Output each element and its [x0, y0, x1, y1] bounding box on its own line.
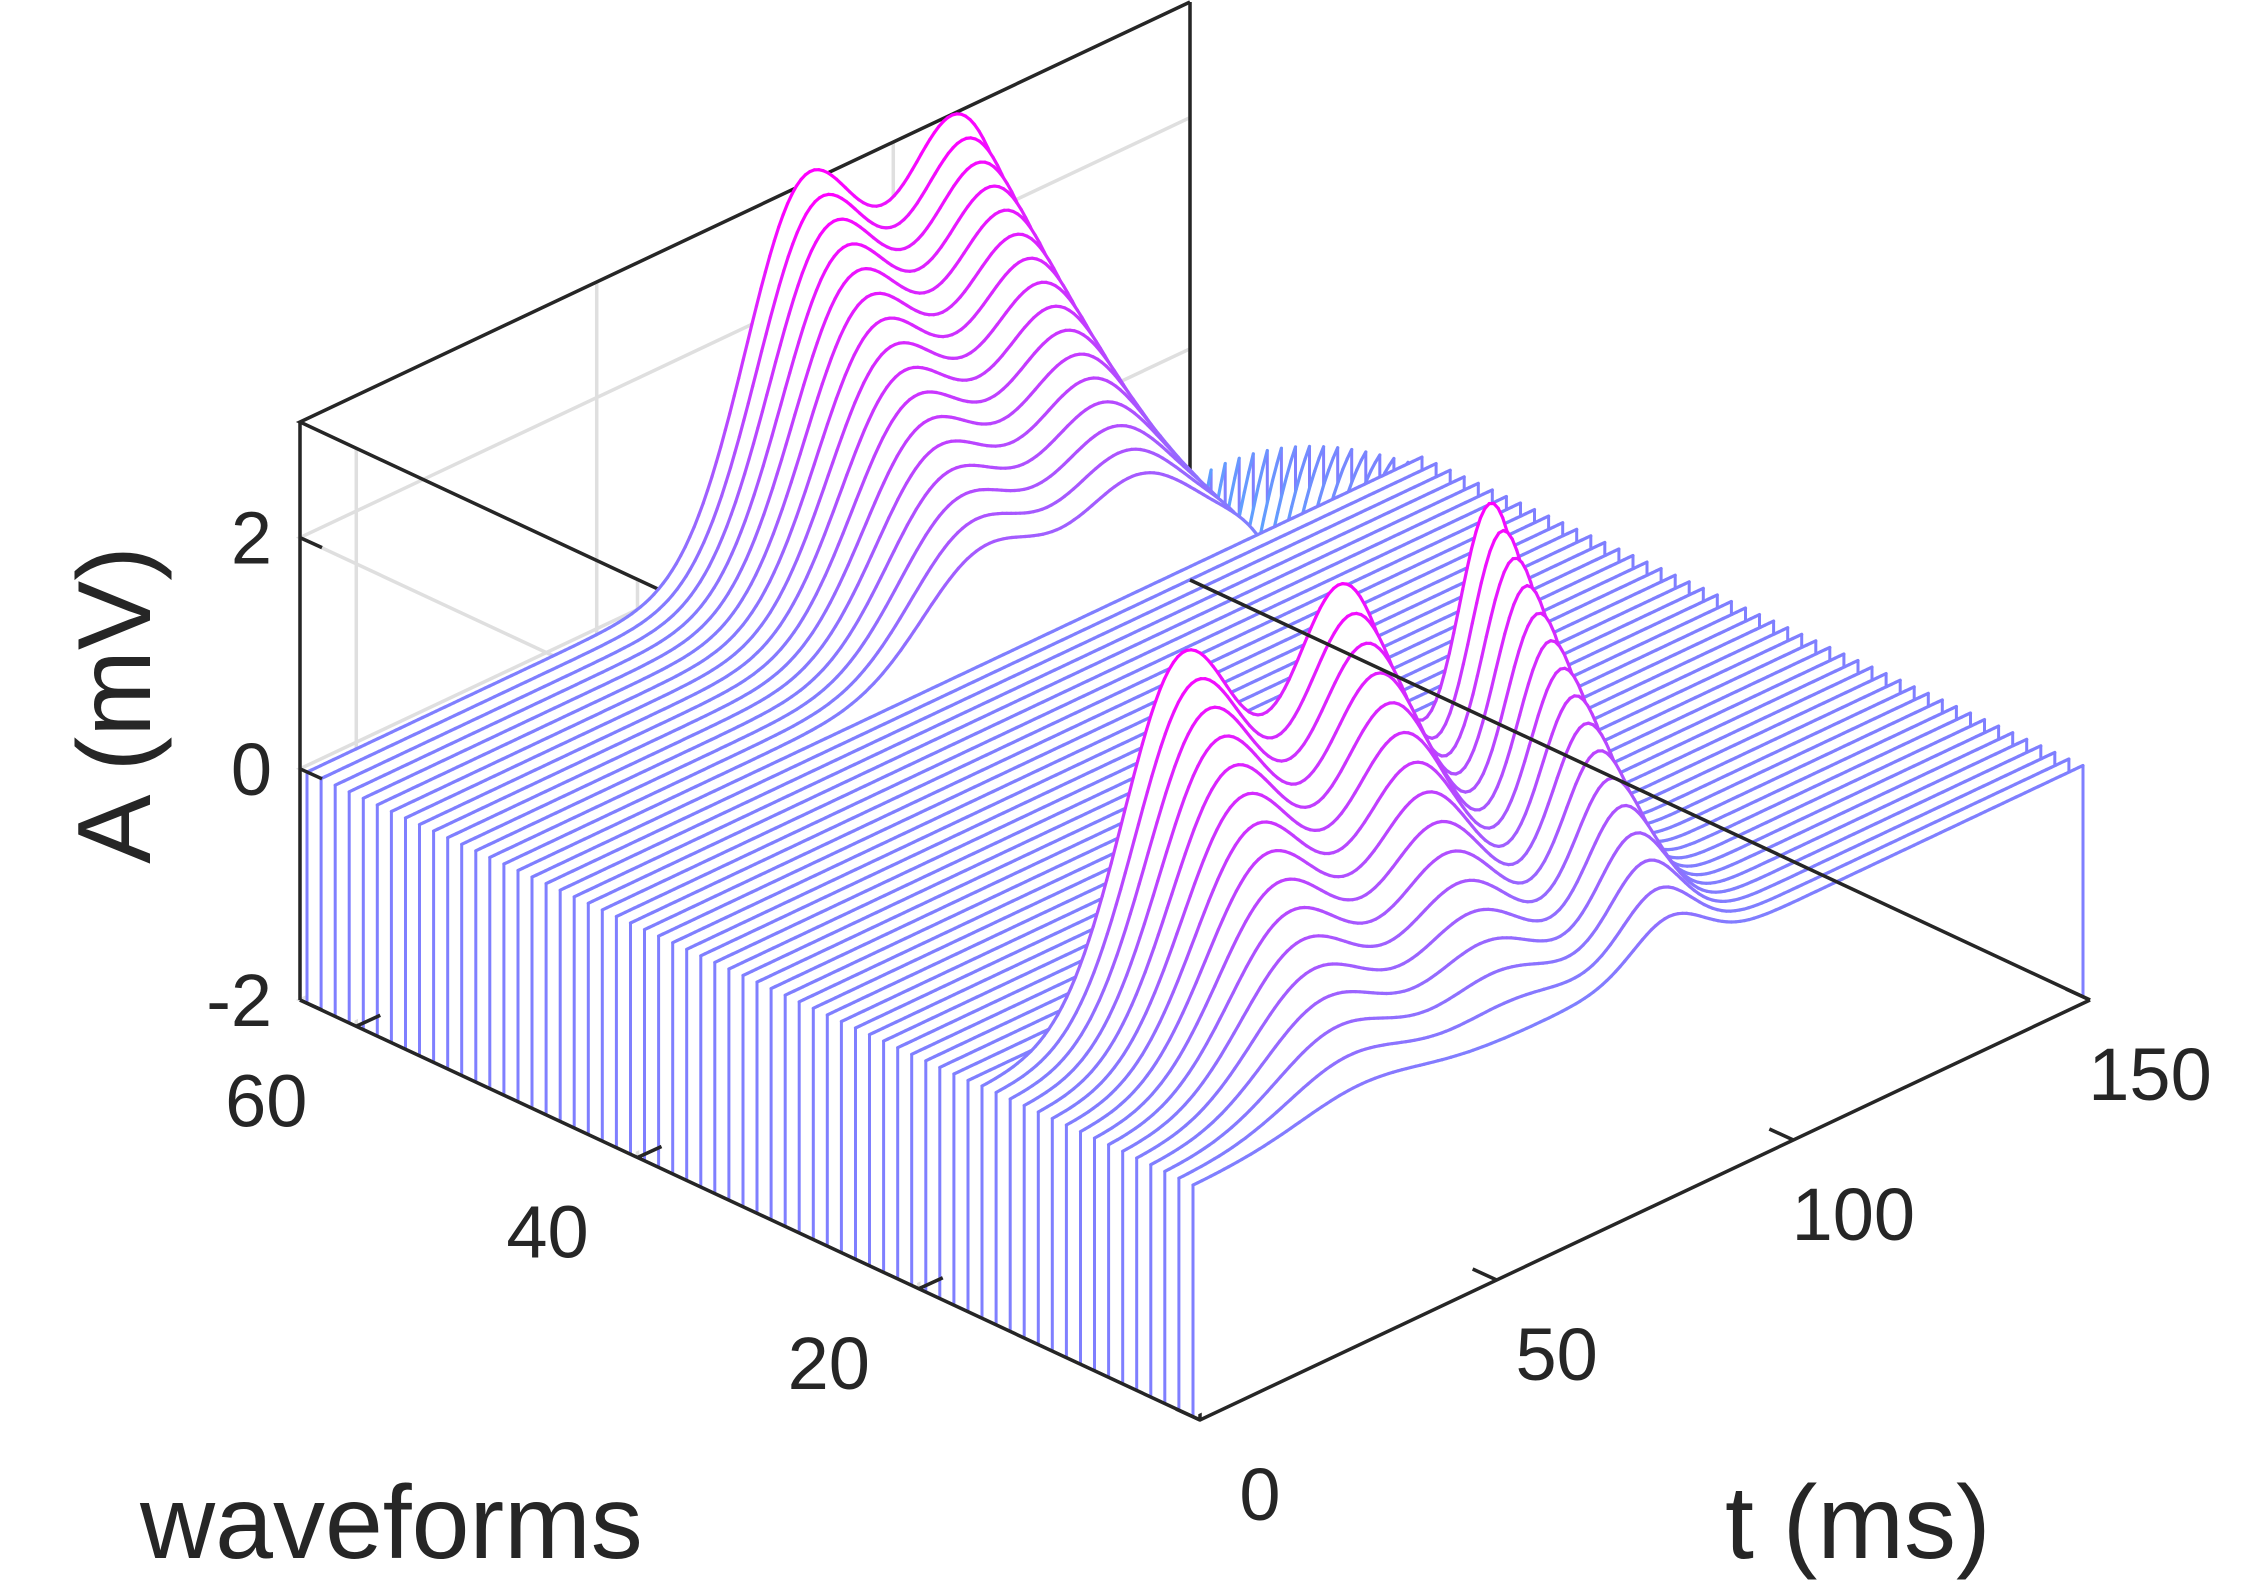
- y-tick: [636, 1144, 663, 1160]
- z-tick: [299, 767, 323, 781]
- z-tick-label: -2: [206, 959, 272, 1042]
- x-tick: [2065, 987, 2091, 1002]
- axis-labels: A (mV) waveforms t (ms): [57, 546, 1991, 1581]
- z-tick: [299, 536, 323, 550]
- x-axis-title: t (ms): [1725, 1465, 1991, 1581]
- y-tick-label: 20: [788, 1322, 870, 1405]
- x-tick: [1175, 1407, 1201, 1422]
- y-tick-label: 60: [225, 1059, 307, 1142]
- z-tick-label: 2: [231, 497, 272, 580]
- x-tick-label: 0: [1239, 1453, 1280, 1536]
- z-tick-label: 0: [231, 728, 272, 811]
- y-tick: [355, 1013, 381, 1028]
- x-tick-label: 100: [1792, 1173, 1915, 1256]
- waveform-curves: [305, 112, 2085, 1417]
- x-tick: [1768, 1127, 1795, 1142]
- y-tick: [918, 1276, 944, 1291]
- x-tick-label: 150: [2088, 1033, 2211, 1116]
- y-tick-label: 40: [506, 1191, 588, 1274]
- x-tick: [1471, 1267, 1498, 1282]
- x-tick-label: 50: [1516, 1313, 1598, 1396]
- axis-ticks: 0 50 100 150 20 40 60 -2 0 2: [206, 497, 2212, 1536]
- z-axis-title: A (mV): [57, 546, 173, 864]
- waveform-1: [1191, 763, 2085, 1417]
- y-axis-title: waveforms: [139, 1465, 643, 1581]
- z-tick: [299, 998, 323, 1012]
- axes-edge: [1189, 578, 2091, 1002]
